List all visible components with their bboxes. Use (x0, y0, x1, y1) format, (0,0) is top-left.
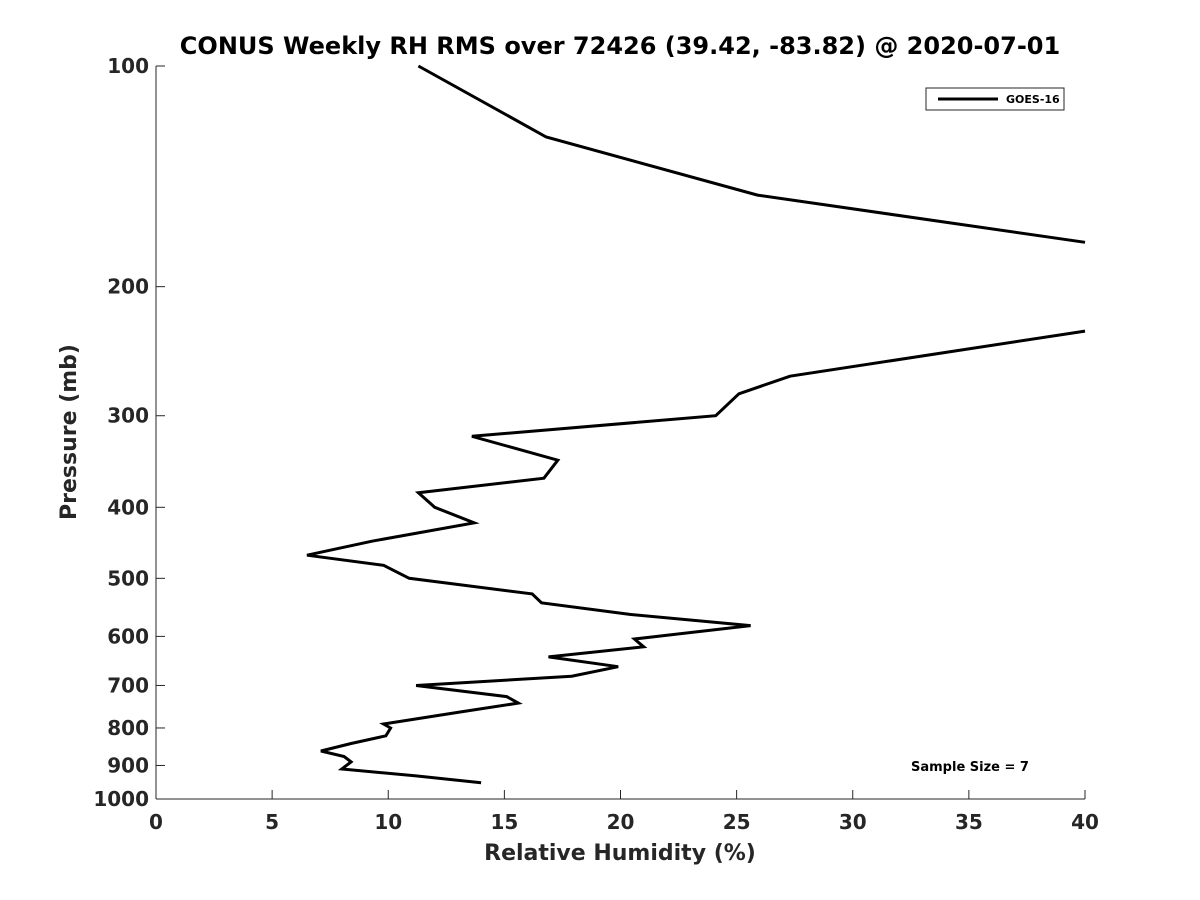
x-tick-label: 10 (374, 810, 402, 834)
y-axis-label: Pressure (mb) (57, 344, 82, 520)
y-tick-label: 200 (107, 275, 149, 299)
x-axis-label: Relative Humidity (%) (484, 841, 756, 866)
y-tick-label: 400 (107, 495, 149, 519)
chart-title: CONUS Weekly RH RMS over 72426 (39.42, -… (180, 32, 1060, 60)
x-tick-label: 30 (839, 810, 867, 834)
series-line-0 (306, 64, 1086, 785)
x-tick-label: 20 (607, 810, 635, 834)
legend-label-goes-16: GOES-16 (1006, 93, 1060, 106)
x-tick-label: 25 (723, 810, 751, 834)
x-tick-label: 0 (149, 810, 163, 834)
x-tick-label: 5 (265, 810, 279, 834)
y-tick-label: 700 (107, 673, 149, 697)
sample-size-annotation: Sample Size = 7 (911, 760, 1029, 775)
y-tick-label: 800 (107, 716, 149, 740)
y-tick-label: 100 (107, 54, 149, 78)
y-tick-label: 600 (107, 624, 149, 648)
legend: GOES-16 (925, 87, 1065, 111)
axes (155, 66, 1085, 800)
y-tick-label: 1000 (93, 787, 149, 811)
x-tick-label: 40 (1071, 810, 1099, 834)
x-tick-label: 15 (490, 810, 518, 834)
series (306, 64, 1086, 785)
ticks: 0 5 10 15 20 25 30 35 40 100 200 300 400 500 600 700 800… (93, 54, 1099, 834)
y-tick-label: 900 (107, 753, 149, 777)
y-tick-label: 300 (107, 404, 149, 428)
x-tick-label: 35 (955, 810, 983, 834)
y-tick-label: 500 (107, 566, 149, 590)
